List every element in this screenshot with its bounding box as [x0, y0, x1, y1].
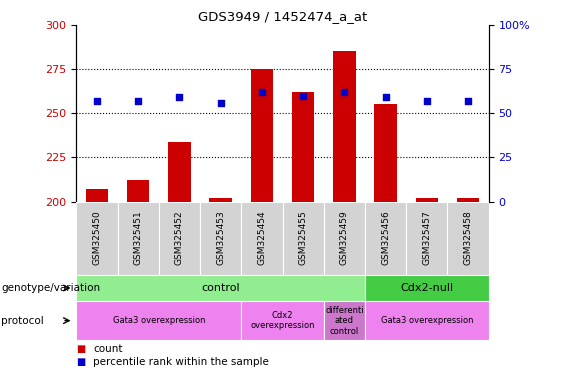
Bar [241, 202, 282, 275]
Point [175, 94, 184, 101]
Text: GSM325456: GSM325456 [381, 211, 390, 265]
Bar [457, 198, 480, 202]
Text: genotype/variation: genotype/variation [1, 283, 100, 293]
Text: GSM325457: GSM325457 [423, 211, 431, 265]
Text: Cdx2-null: Cdx2-null [400, 283, 454, 293]
Point [134, 98, 142, 104]
Text: GSM325458: GSM325458 [464, 211, 472, 265]
Bar [374, 104, 397, 202]
Text: GSM325454: GSM325454 [258, 211, 266, 265]
Point [258, 89, 267, 95]
Bar [159, 202, 200, 275]
Point [423, 98, 432, 104]
Bar [292, 92, 315, 202]
Point [464, 98, 473, 104]
Text: differenti
ated
control: differenti ated control [325, 306, 364, 336]
Bar [415, 198, 438, 202]
Bar [85, 189, 108, 202]
Text: ■: ■ [76, 344, 85, 354]
Bar [282, 202, 324, 275]
Text: GSM325453: GSM325453 [216, 211, 225, 265]
Bar [118, 202, 159, 275]
Text: Gata3 overexpression: Gata3 overexpression [381, 316, 473, 325]
Text: GSM325455: GSM325455 [299, 211, 307, 265]
Text: GSM325451: GSM325451 [134, 211, 142, 265]
Text: Gata3 overexpression: Gata3 overexpression [112, 316, 205, 325]
Bar [76, 275, 365, 301]
Point [299, 93, 308, 99]
Text: GSM325452: GSM325452 [175, 211, 184, 265]
Bar [365, 301, 489, 340]
Bar [324, 301, 365, 340]
Text: ■: ■ [76, 357, 85, 367]
Bar [333, 51, 356, 202]
Point [216, 99, 225, 106]
Bar [250, 69, 273, 202]
Point [381, 94, 390, 101]
Bar [324, 202, 365, 275]
Bar [168, 142, 191, 202]
Bar [365, 275, 489, 301]
Bar [365, 202, 406, 275]
Text: GDS3949 / 1452474_a_at: GDS3949 / 1452474_a_at [198, 10, 367, 23]
Text: GSM325459: GSM325459 [340, 211, 349, 265]
Bar [76, 202, 118, 275]
Bar [406, 202, 447, 275]
Bar [76, 301, 241, 340]
Bar [209, 198, 232, 202]
Point [93, 98, 102, 104]
Bar [200, 202, 241, 275]
Point [340, 89, 349, 95]
Bar [447, 202, 489, 275]
Bar [241, 301, 324, 340]
Text: count: count [93, 344, 123, 354]
Text: percentile rank within the sample: percentile rank within the sample [93, 357, 269, 367]
Text: control: control [201, 283, 240, 293]
Text: protocol: protocol [1, 316, 44, 326]
Bar [127, 180, 150, 202]
Text: GSM325450: GSM325450 [93, 211, 101, 265]
Text: Cdx2
overexpression: Cdx2 overexpression [250, 311, 315, 330]
